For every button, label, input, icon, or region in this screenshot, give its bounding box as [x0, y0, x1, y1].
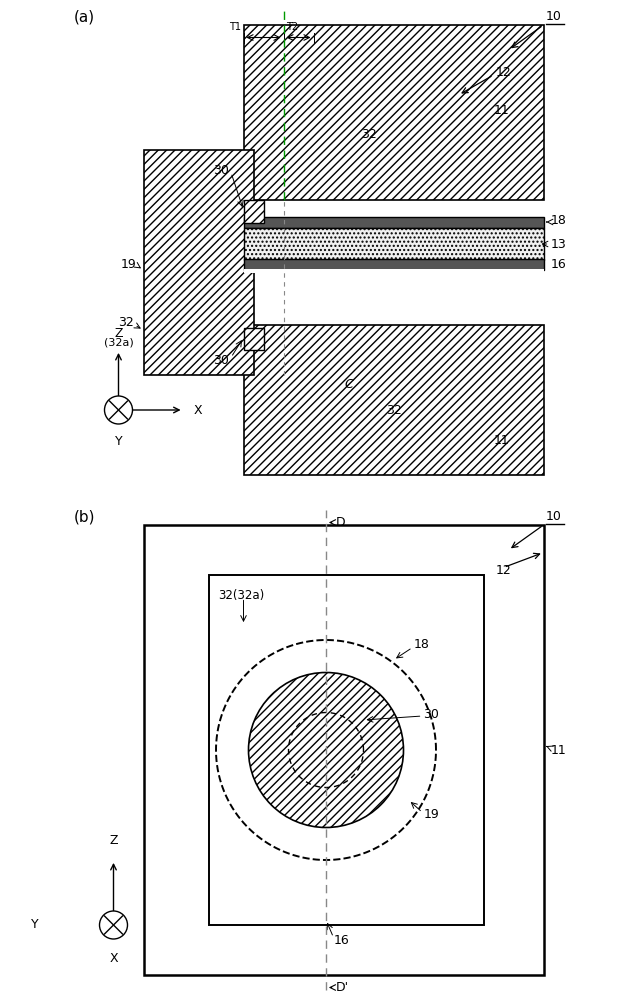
Text: 11: 11	[551, 744, 567, 756]
Text: 19: 19	[120, 258, 136, 271]
Text: X: X	[109, 952, 118, 966]
Text: 30: 30	[213, 354, 229, 366]
Text: D': D'	[336, 981, 349, 994]
Bar	[243, 228, 543, 260]
Bar	[243, 328, 264, 350]
Text: T1: T1	[229, 22, 241, 32]
Text: Z: Z	[114, 327, 123, 340]
Text: Y: Y	[31, 918, 38, 932]
Bar	[243, 269, 543, 272]
Circle shape	[99, 911, 127, 939]
Text: 18: 18	[413, 639, 429, 652]
Text: Y: Y	[115, 435, 122, 448]
Text: 10: 10	[546, 9, 562, 22]
Text: (a): (a)	[73, 10, 95, 25]
Circle shape	[104, 396, 132, 424]
Text: Z: Z	[110, 834, 118, 848]
Bar	[243, 325, 543, 475]
Text: 12: 12	[496, 66, 512, 79]
Text: 30: 30	[213, 163, 229, 176]
Text: D: D	[336, 516, 346, 529]
Bar	[243, 217, 543, 228]
Text: 10: 10	[546, 509, 562, 522]
Text: 12: 12	[496, 564, 512, 576]
Text: 13: 13	[551, 237, 567, 250]
Text: 11: 11	[494, 104, 509, 116]
Text: X: X	[194, 403, 202, 416]
Bar	[243, 259, 543, 270]
Text: T2: T2	[286, 22, 298, 32]
Text: C: C	[344, 378, 353, 391]
Text: (b): (b)	[73, 510, 95, 525]
Text: 19: 19	[424, 808, 440, 822]
Text: 11: 11	[494, 434, 509, 446]
Text: 16: 16	[334, 934, 349, 946]
Text: 16: 16	[551, 257, 567, 270]
Bar	[243, 25, 543, 200]
Bar	[143, 525, 543, 975]
Text: 30: 30	[424, 708, 440, 722]
Bar	[143, 150, 254, 375]
Text: 32(32a): 32(32a)	[218, 588, 265, 601]
Text: 18: 18	[551, 215, 567, 228]
Text: 32: 32	[361, 128, 376, 141]
Text: (32a): (32a)	[104, 338, 134, 348]
Text: 32: 32	[118, 316, 134, 329]
Bar	[208, 575, 483, 925]
Text: 32: 32	[385, 403, 401, 416]
Circle shape	[248, 672, 403, 828]
Bar	[243, 200, 264, 223]
